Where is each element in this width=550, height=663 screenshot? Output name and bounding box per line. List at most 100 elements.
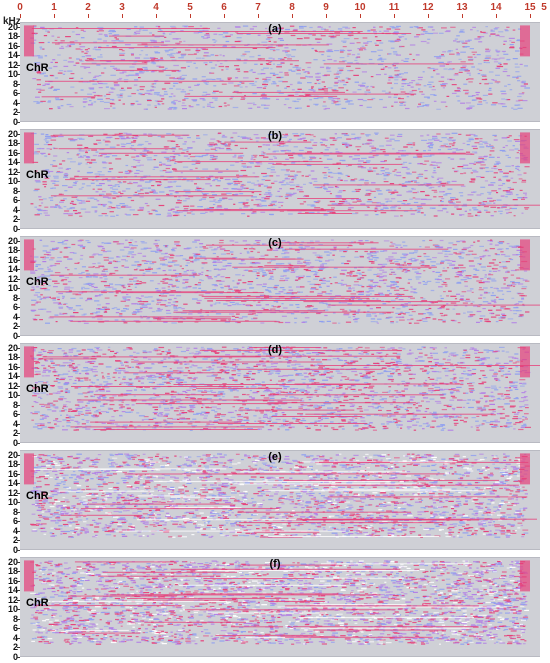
spectrogram-pixel [71, 31, 75, 33]
spectrogram-pixel [297, 251, 300, 253]
spectrogram-pixel [486, 265, 492, 267]
spectrogram-pixel [403, 245, 408, 247]
spectrogram-pixel [182, 143, 187, 145]
spectrogram-pixel [213, 41, 216, 43]
spectrogram-pixel [193, 32, 199, 34]
spectrogram-pixel [476, 94, 479, 96]
spectrogram-pixel [324, 214, 329, 216]
spectrogram-pixel [179, 77, 186, 79]
spectrogram-pixel [504, 255, 511, 257]
spectrogram-pixel [119, 54, 125, 56]
spectrogram-pixel [289, 194, 294, 196]
spectrogram-pixel [339, 308, 345, 310]
spectrogram-pixel [54, 77, 59, 79]
spectrogram-pixel [341, 202, 346, 204]
spectrogram-pixel [383, 275, 387, 277]
spectrogram-pixel [247, 313, 254, 315]
spectrogram-pixel [350, 310, 357, 312]
frequency-tick-mark [17, 143, 20, 145]
spectrogram-pixel [88, 284, 92, 286]
spectrogram-pixel [169, 294, 175, 296]
spectrogram-pixel [345, 77, 349, 79]
spectrogram-pixel [239, 193, 244, 195]
spectrogram-pixel [100, 280, 107, 283]
spectrogram-pixel [356, 296, 361, 298]
spectrogram-pixel [323, 309, 329, 311]
spectrogram-pixel [267, 262, 272, 264]
spectrogram-pixel [288, 263, 292, 266]
spectrogram-pixel [460, 295, 465, 297]
spectrogram-pixel [63, 303, 67, 305]
spectrogram-pixel [479, 37, 482, 39]
spectrogram-pixel [165, 74, 171, 76]
spectrogram-pixel [37, 55, 43, 57]
spectrogram-pixel [303, 140, 307, 142]
spectrogram-pixel [121, 145, 126, 148]
spectrogram-pixel [359, 85, 366, 87]
spectrogram-pixel [417, 27, 423, 29]
spectrogram-pixel [272, 155, 276, 158]
spectrogram-pixel [155, 251, 162, 253]
spectrogram-pixel [383, 174, 388, 176]
spectrogram-pixel [421, 300, 428, 302]
spectrogram-pixel [217, 171, 223, 173]
spectrogram-pixel [143, 303, 149, 305]
spectrogram-pixel [352, 275, 358, 277]
spectrogram-pixel [463, 83, 468, 85]
spectrogram-pixel [198, 294, 204, 296]
spectrogram-pixel [404, 58, 410, 60]
spectrogram-pixel [222, 45, 227, 48]
spectrogram-pixel [461, 42, 465, 44]
spectrogram-pixel [133, 140, 137, 142]
spectrogram-pixel [36, 213, 43, 215]
spectrogram-pixel [423, 255, 430, 258]
spectrogram-pixel [266, 187, 272, 189]
spectrogram-pixel [309, 99, 312, 101]
spectrogram-pixel [496, 54, 499, 56]
spectrogram-pixel [521, 197, 525, 199]
spectrogram-pixel [34, 62, 41, 64]
spectrogram-pixel [257, 301, 261, 303]
spectrogram-pixel [489, 35, 491, 37]
spectrogram-pixel [330, 144, 335, 146]
chr-label: ChR [26, 169, 49, 182]
spectrogram-pixel [440, 76, 445, 78]
spectrogram-pixel [283, 275, 287, 277]
spectrogram-pixel [225, 192, 232, 194]
spectrogram-pixel [318, 268, 324, 270]
spectrogram-pixel [469, 209, 472, 211]
spectrogram-pixel [335, 295, 341, 297]
spectrogram-noise [24, 132, 540, 217]
spectrogram-pixel [97, 95, 103, 97]
spectrogram-pixel [70, 207, 75, 209]
spectrogram-pixel [422, 104, 428, 107]
spectrogram-pixel [275, 162, 282, 164]
spectrogram-pixel [320, 186, 326, 188]
spectrogram-pixel [89, 135, 94, 137]
spectrogram-pixel [70, 287, 74, 289]
spectrogram-pixel [239, 207, 242, 209]
spectrogram-pixel [291, 178, 297, 180]
spectrogram-pixel [58, 167, 63, 169]
spectrogram-pixel [314, 254, 320, 256]
spectrogram-pixel [491, 167, 496, 169]
spectrogram-pixel [370, 76, 374, 78]
spectrogram-pixel [133, 269, 138, 271]
spectrogram-pixel [312, 91, 316, 93]
spectrogram-pixel [323, 86, 326, 88]
spectrogram-pixel [410, 297, 415, 299]
spectrogram-pixel [372, 86, 375, 88]
spectrogram-pixel [279, 188, 282, 190]
spectrogram-pixel [484, 276, 487, 278]
spectrogram-pixel [368, 255, 372, 257]
spectrogram-pixel [235, 26, 241, 28]
spectrogram-pixel [393, 283, 398, 285]
spectrogram-pixel [402, 241, 406, 243]
spectrogram-pixel [264, 98, 271, 100]
spectrogram-pixel [489, 270, 492, 272]
spectrogram-pixel [206, 55, 211, 57]
spectrogram-pixel [255, 77, 259, 80]
spectrogram-pixel [338, 173, 342, 175]
frequency-tick-mark [17, 112, 20, 114]
spectrogram-pixel [48, 197, 54, 199]
